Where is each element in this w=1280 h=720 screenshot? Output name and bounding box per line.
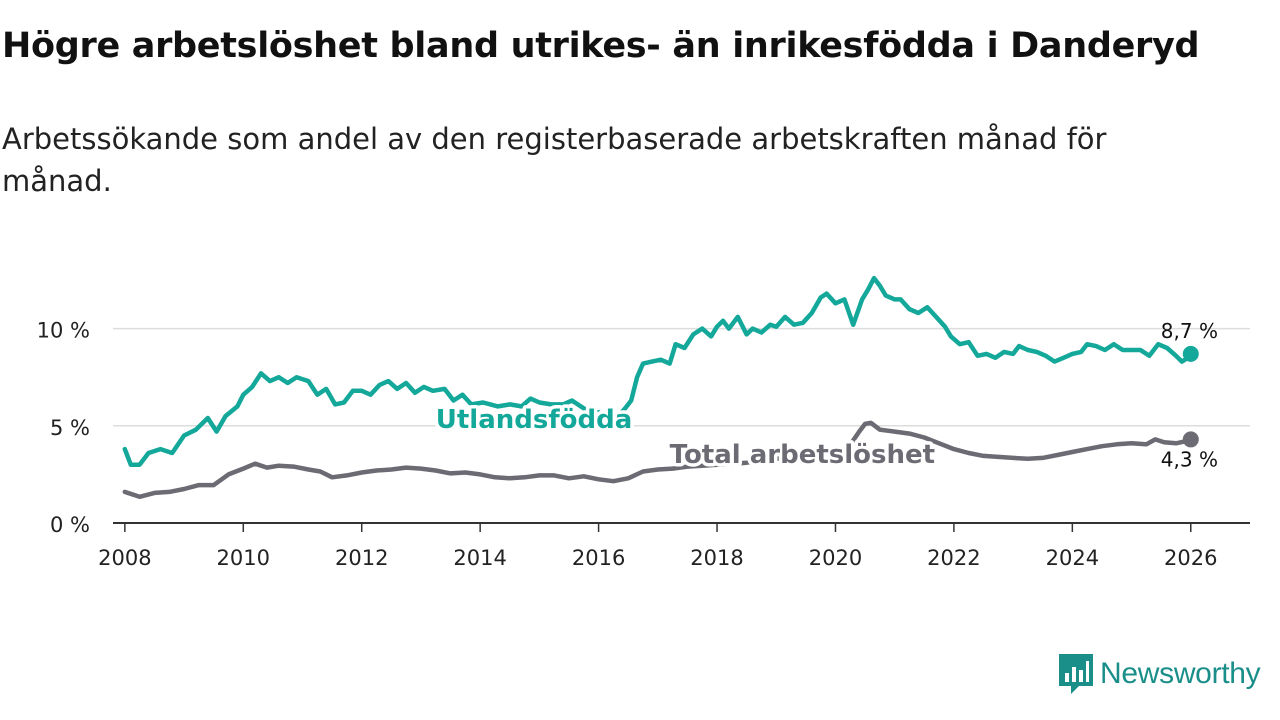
x-tick-label: 2010 — [217, 546, 270, 570]
x-tick-label: 2012 — [335, 546, 388, 570]
newsworthy-logo-icon — [1059, 654, 1093, 694]
x-tick-label: 2026 — [1164, 546, 1217, 570]
chart-subtitle: Arbetssökande som andel av den registerb… — [2, 122, 1107, 198]
series-line-utlandsfodda — [122, 275, 1194, 467]
series-label-total: Total arbetslöshet — [670, 440, 935, 470]
series-layer — [122, 275, 1199, 500]
x-tick-label: 2022 — [927, 546, 980, 570]
series-label-utlandsfodda: Utlandsfödda — [436, 405, 633, 435]
end-marker-total — [1182, 431, 1199, 448]
chart-title: Högre arbetslöshet bland utrikes- än inr… — [2, 26, 1200, 66]
x-tick-label: 2008 — [98, 546, 151, 570]
y-tick-label: 5 % — [50, 416, 90, 440]
newsworthy-logo: Newsworthy — [1059, 654, 1261, 694]
label-layer: 8,7 % 4,3 % Utlandsfödda Total arbetslöshet — [432, 319, 1218, 474]
x-tick-label: 2014 — [453, 546, 506, 570]
end-marker-utlandsfodda — [1182, 345, 1199, 362]
x-tick-label: 2018 — [690, 546, 743, 570]
series-line-total — [122, 420, 1194, 500]
axis-layer: 0 % 5 % 10 % 2008 2010 2012 2014 2016 2018 2020 20… — [37, 319, 1250, 570]
grid-layer — [113, 327, 1250, 427]
x-tick-label: 2016 — [572, 546, 625, 570]
y-tick-label: 0 % — [50, 513, 90, 537]
x-tick-label: 2020 — [809, 546, 862, 570]
x-tick-label: 2024 — [1046, 546, 1099, 570]
y-tick-label: 10 % — [37, 319, 90, 343]
brand-name: Newsworthy — [1100, 657, 1261, 690]
end-value-label-total: 4,3 % — [1161, 447, 1218, 471]
end-value-label-utlandsfodda: 8,7 % — [1161, 319, 1218, 343]
